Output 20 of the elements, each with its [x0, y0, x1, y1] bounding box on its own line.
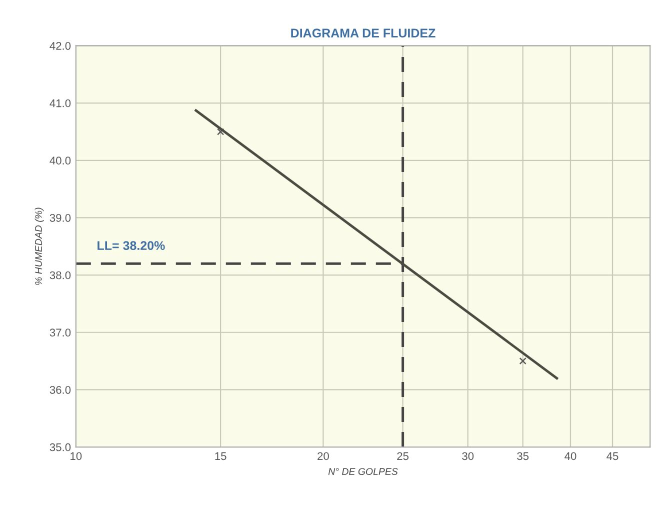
x-tick-label: 10	[70, 452, 82, 460]
y-tick-label: 36.0	[50, 386, 71, 394]
y-axis-title: % HUMEDAD (%)	[34, 208, 44, 285]
x-tick-label: 45	[606, 452, 618, 460]
y-tick-label: 40.0	[50, 156, 71, 165]
y-tick-label: 41.0	[50, 99, 71, 108]
x-tick-label: 35	[517, 452, 529, 460]
ref-line-label: LL= 38.20%	[98, 241, 165, 250]
x-tick-label: 30	[462, 452, 474, 460]
y-tick-label: 37.0	[50, 328, 71, 337]
x-tick-label: 25	[397, 452, 409, 460]
x-axis-title: N° DE GOLPES	[328, 468, 398, 475]
chart-title: DIAGRAMA DE FLUIDEZ	[291, 28, 436, 38]
x-tick-label: 20	[318, 452, 329, 460]
x-tick-label: 15	[215, 452, 226, 460]
y-tick-label: 38.0	[50, 271, 71, 280]
x-tick-label: 40	[564, 452, 576, 460]
y-tick-label: 39.0	[50, 214, 71, 222]
y-tick-label: 42.0	[50, 42, 71, 50]
y-tick-label: 35.0	[50, 443, 71, 452]
